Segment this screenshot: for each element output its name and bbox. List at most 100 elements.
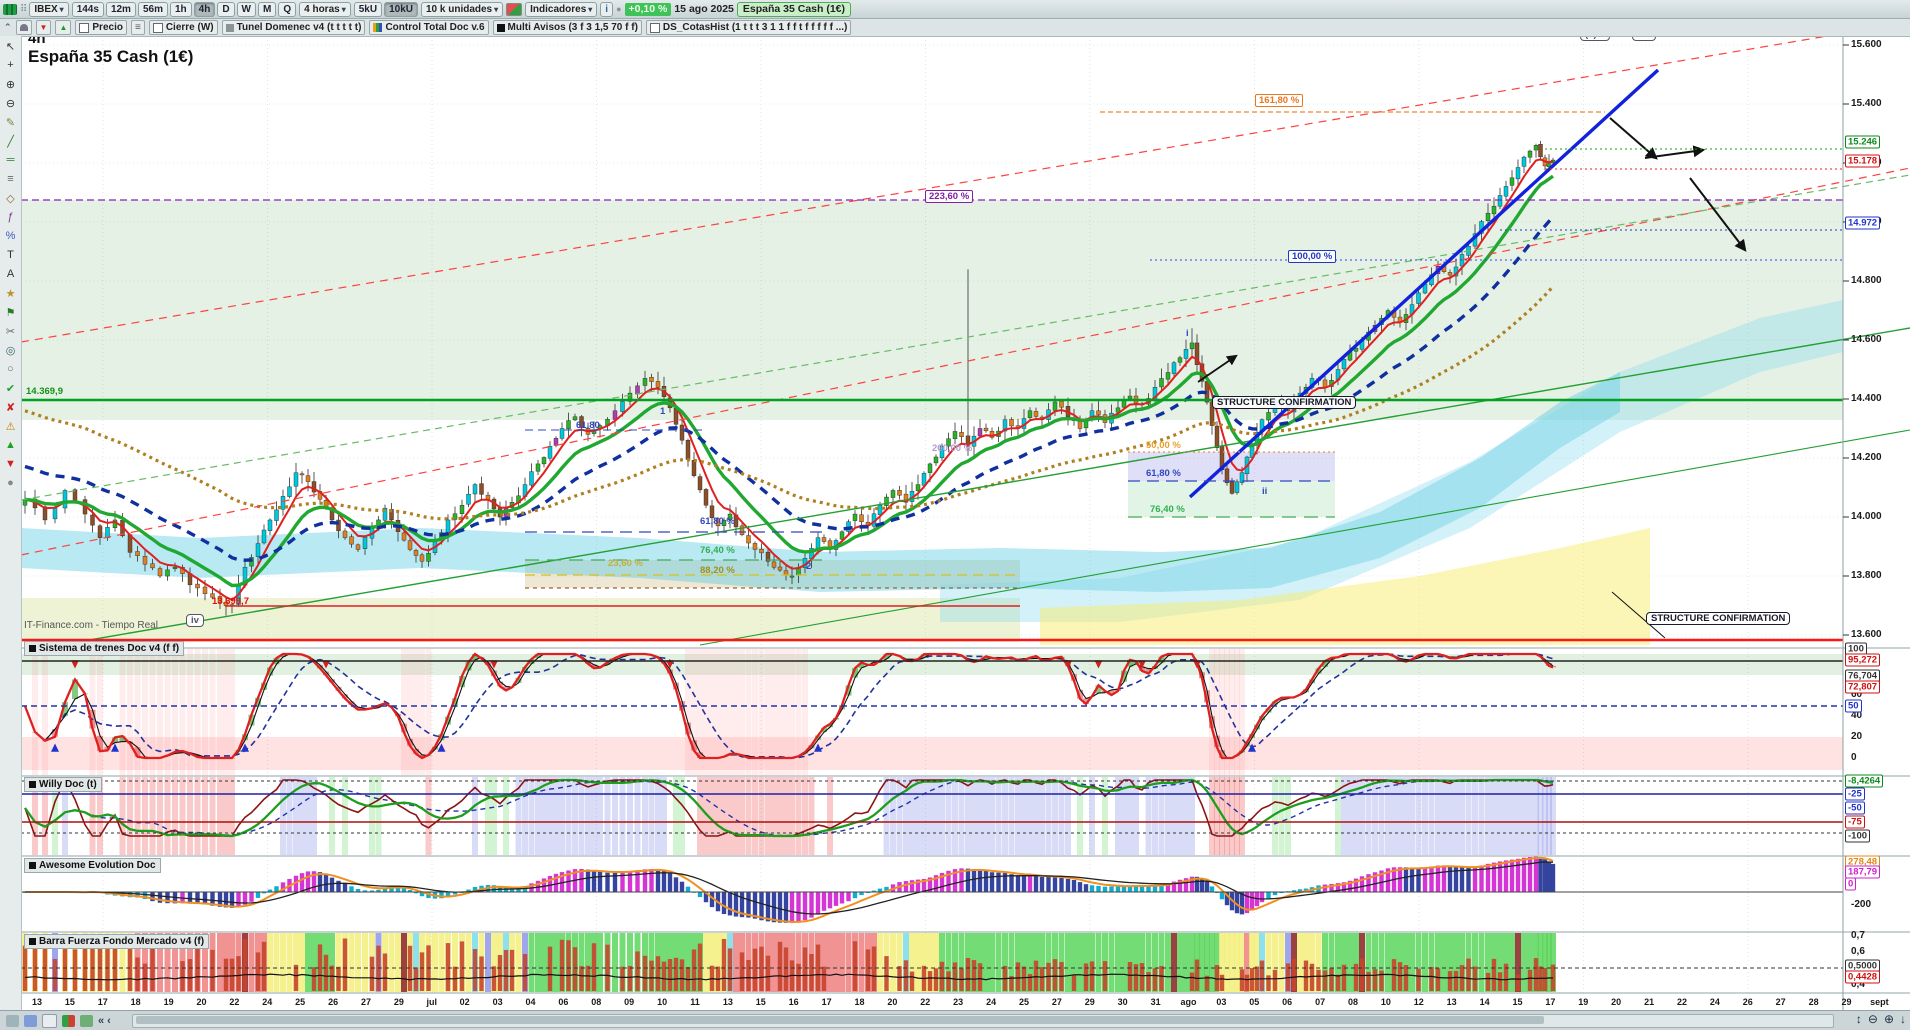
instrument-badge[interactable]: España 35 Cash (1€) — [736, 1, 852, 17]
panel-label-chip[interactable]: Willy Doc (t) — [24, 777, 102, 792]
scroll-arrow-button[interactable]: « — [98, 1015, 105, 1027]
horizontal-scrollbar[interactable] — [132, 1014, 1834, 1028]
trendline-icon[interactable]: ╱ — [7, 135, 14, 148]
tf-button-D[interactable]: D — [217, 1, 235, 17]
overlay-chip-2[interactable]: Cierre (W) — [148, 20, 218, 35]
tf-button-56m[interactable]: 56m — [137, 1, 168, 17]
star-icon[interactable]: ★ — [5, 287, 16, 300]
chart-annotation[interactable]: STRUCTURE CONFIRMATION — [1646, 612, 1791, 625]
panel-label-chip[interactable]: Awesome Evolution Doc — [24, 858, 161, 873]
checkbox-icon[interactable] — [152, 22, 163, 33]
compare-icon[interactable] — [62, 1015, 75, 1027]
chart-annotation[interactable]: 61,80 — [576, 420, 600, 431]
chart-annotation[interactable]: 61,80 % — [700, 516, 735, 527]
chart-annotation[interactable]: 61,80 % — [1146, 468, 1181, 479]
chart-annotation[interactable]: ii — [1262, 486, 1268, 497]
chart-annotation[interactable]: iv — [186, 614, 204, 627]
overlay-chip-4[interactable]: Control Total Doc v.6 — [369, 20, 489, 35]
document-icon[interactable] — [42, 1014, 57, 1028]
overlay-chip-6[interactable]: DS_CotasHist (1 t t t 3 1 1 f f t f f f … — [645, 20, 852, 35]
zoom-out-icon[interactable]: ⊖ — [5, 97, 16, 110]
tf-button-W[interactable]: W — [236, 1, 256, 17]
chart-annotation[interactable]: 76,40 % — [1150, 504, 1185, 515]
panel-label-chip[interactable]: Barra Fuerza Fondo Mercado v4 (f) — [24, 934, 210, 949]
timeframe-dropdown[interactable]: 4 horas ▾ — [299, 1, 351, 17]
pencil-icon[interactable]: ✎ — [5, 116, 16, 129]
chart-annotation[interactable]: 100,00 % — [1288, 250, 1337, 263]
tf-button-12m[interactable]: 12m — [105, 1, 136, 17]
scroll-end-icon[interactable]: ↓ — [1900, 1012, 1906, 1026]
target-icon[interactable]: ◎ — [5, 344, 16, 357]
chart-annotation[interactable]: 76,40 % — [700, 545, 735, 556]
chart-annotation[interactable]: 161,80 % — [1255, 94, 1304, 107]
symbol-dropdown[interactable]: IBEX ▾ — [29, 1, 69, 17]
chart-annotation[interactable]: STRUCTURE CONFIRMATION — [1212, 396, 1357, 409]
unit-button-10kU[interactable]: 10kU — [384, 1, 418, 17]
chart-annotation[interactable]: 200,00 % — [932, 443, 973, 454]
chart-annotation[interactable]: 50,00 % — [1146, 440, 1181, 451]
scrollbar-thumb[interactable] — [136, 1016, 1544, 1024]
tf-button-1h[interactable]: 1h — [169, 1, 192, 17]
units-dropdown[interactable]: 10 k unidades ▾ — [420, 1, 504, 17]
chart-annotation[interactable]: 13.699,7 — [212, 596, 249, 607]
zoom-in-icon[interactable]: ⊕ — [1883, 1012, 1894, 1026]
panel-axis-tick: 0,7 — [1851, 929, 1865, 941]
folder-icon[interactable] — [24, 1015, 37, 1027]
chart-annotation[interactable]: i — [1186, 328, 1189, 339]
arrow-up-icon[interactable]: ▲ — [5, 439, 16, 451]
dot-icon[interactable]: ● — [7, 477, 14, 489]
indicators-dropdown[interactable]: Indicadores ▾ — [525, 1, 598, 17]
checkbox-icon[interactable] — [79, 22, 90, 33]
chevron-down-icon: ▾ — [588, 4, 593, 14]
buy-arrow-icon[interactable]: ▲ — [55, 20, 72, 35]
grip-icon[interactable]: ⠿ — [20, 3, 27, 15]
alerts-bell-icon[interactable] — [15, 20, 32, 35]
crosshair-icon[interactable]: + — [7, 59, 14, 71]
overlay-chip-3[interactable]: Tunel Domenec v4 (t t t t t) — [221, 20, 366, 35]
cursor-icon[interactable]: ↖ — [5, 40, 16, 53]
zoom-in-icon[interactable]: ⊕ — [5, 78, 16, 91]
fit-vertical-icon[interactable]: ↕ — [1855, 1012, 1862, 1026]
overlay-chip-5[interactable]: Multi Avisos (3 f 3 1,5 70 f f) — [492, 20, 642, 35]
confirm-icon[interactable]: ✔ — [5, 382, 16, 395]
tf-button-144s[interactable]: 144s — [71, 1, 104, 17]
scroll-arrow-button[interactable]: ‹ — [107, 1015, 111, 1027]
list-icon[interactable]: ≡ — [134, 22, 141, 33]
tf-button-Q[interactable]: Q — [278, 1, 297, 17]
arrow-down-icon[interactable]: ▼ — [5, 458, 16, 470]
fibonacci-icon[interactable]: ƒ — [7, 211, 14, 223]
panel-label-chip[interactable]: Sistema de trenes Doc v4 (f f) — [24, 641, 185, 656]
label-icon[interactable]: A — [6, 268, 15, 280]
alert-icon[interactable]: ⚠ — [5, 420, 16, 433]
collapse-icon[interactable]: ⌃ — [4, 22, 12, 32]
chart-annotation[interactable]: 14.369,9 — [26, 386, 63, 397]
delete-icon[interactable]: ✘ — [5, 401, 16, 414]
chart-annotation[interactable]: 2 — [806, 561, 812, 572]
percent-icon[interactable]: % — [5, 230, 16, 242]
chart-annotation[interactable]: 1 — [660, 406, 666, 417]
unit-button-5kU[interactable]: 5kU — [353, 1, 383, 17]
shape-icon[interactable]: ◇ — [6, 192, 15, 205]
hline-icon[interactable]: ═ — [6, 154, 15, 166]
overlay-chip-1[interactable]: ≡ — [130, 20, 145, 35]
chart-annotation[interactable]: 223,60 % — [925, 190, 974, 203]
tf-button-4h[interactable]: 4h — [193, 1, 216, 17]
sell-arrow-icon[interactable]: ▼ — [35, 20, 52, 35]
overlay-chip-0[interactable]: Precio — [75, 20, 127, 35]
text-icon[interactable]: T — [7, 249, 14, 261]
circle-icon[interactable]: ○ — [7, 363, 14, 375]
chart-type-icon[interactable] — [80, 1015, 93, 1027]
swatch-icon — [496, 23, 505, 32]
record-dot-icon[interactable]: ● — [616, 4, 622, 14]
flag-icon[interactable]: ⚑ — [5, 306, 16, 319]
info-button[interactable]: i — [600, 1, 614, 17]
checkbox-icon[interactable] — [649, 22, 660, 33]
scissors-icon[interactable]: ✂ — [5, 325, 16, 338]
share-icon[interactable] — [6, 1015, 19, 1027]
zoom-out-icon[interactable]: ⊖ — [1867, 1012, 1878, 1026]
chart-annotation[interactable]: 23,60 % — [608, 558, 643, 569]
parallel-lines-icon[interactable]: ≡ — [7, 173, 14, 185]
chart-annotation[interactable]: 88,20 % — [700, 565, 735, 576]
tf-button-M[interactable]: M — [258, 1, 277, 17]
